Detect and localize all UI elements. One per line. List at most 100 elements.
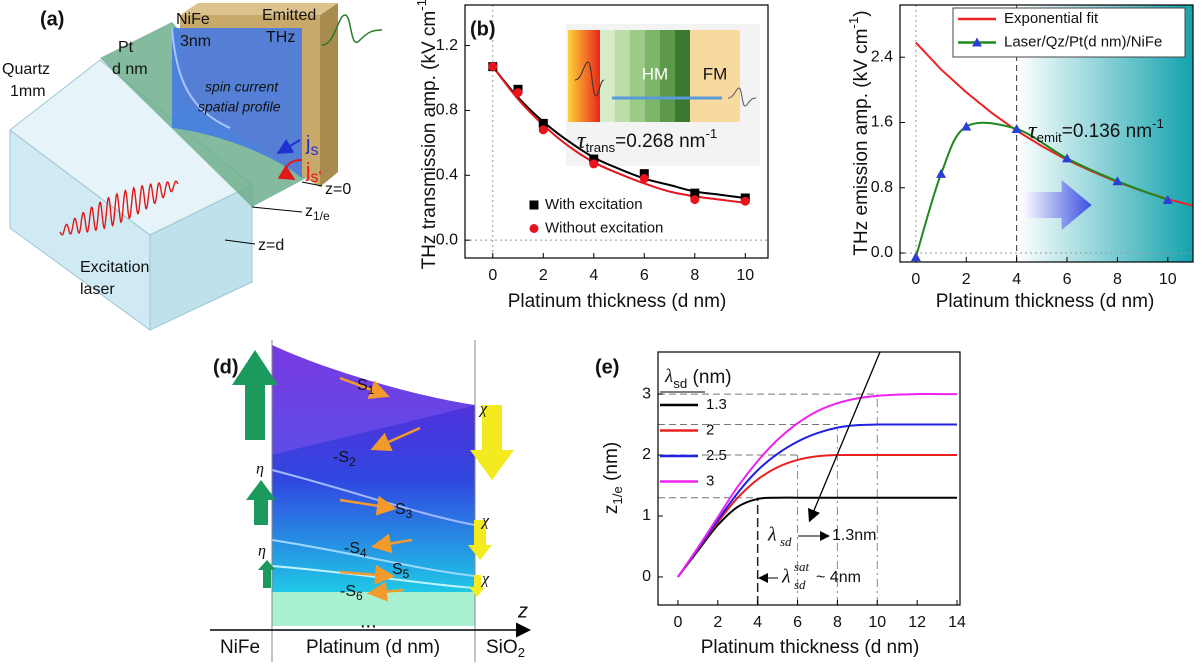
marker (961, 122, 971, 131)
annotation-sup: sat (794, 559, 810, 574)
marker (690, 195, 699, 204)
green-arrow (232, 350, 278, 440)
legend-title-part: (nm) (687, 367, 731, 388)
legend-label: Exponential fit (1004, 10, 1099, 27)
z-main: z (305, 203, 313, 220)
y-tick-label: 3 (642, 385, 651, 402)
flow-main: -S (333, 449, 349, 466)
panel-label: (a) (40, 8, 64, 30)
emitted-label: Emitted (262, 7, 316, 24)
annotation-text: 1.3nm (832, 527, 876, 544)
annotation-symbol: λ (781, 566, 791, 588)
profile-label: spatial profile (198, 99, 281, 115)
x-axis-label: Platinum thickness (d nm) (936, 291, 1155, 312)
region-label: Platinum (d nm) (306, 637, 440, 658)
series-line (678, 498, 957, 577)
marker (741, 197, 750, 206)
x-tick-label: 8 (1113, 271, 1122, 288)
zd-label: z=d (258, 237, 284, 254)
inset-label: FM (703, 64, 728, 83)
flow-main: -S (340, 583, 356, 600)
panel-label: (d) (213, 356, 239, 378)
hm-layer (675, 30, 690, 122)
x-tick-label: 6 (640, 267, 649, 284)
marker (514, 88, 523, 97)
pt-thickness: d nm (112, 61, 148, 78)
y-tick-label: 2 (642, 446, 651, 463)
flow-sub: 2 (349, 455, 356, 469)
legend-label: Laser/Qz/Pt(d nm)/NiFe (1004, 33, 1162, 50)
chi-label: χ (480, 571, 490, 588)
x-axis-label: Platinum thickness (d nm) (701, 637, 920, 658)
x-tick-label: 6 (1063, 271, 1072, 288)
sio2-main: SiO (486, 637, 518, 658)
x-tick-label: 0 (911, 271, 920, 288)
y-axis-label-part: ) (851, 10, 872, 16)
chi-label: χ (480, 513, 490, 530)
region-label: NiFe (220, 637, 260, 658)
x-tick-label: 8 (690, 267, 699, 284)
js-sub: s (310, 142, 318, 159)
x-tick-label: 14 (948, 614, 966, 631)
pointer-arrow (810, 352, 880, 520)
legend-title-part: sd (673, 376, 687, 391)
y-axis-label: THz transmission amp. (kV cm-1) (414, 0, 441, 269)
marker (640, 174, 649, 183)
nife-thickness: 3nm (180, 33, 211, 50)
x-tick-label: 8 (833, 614, 842, 631)
flow-sub: 1 (368, 383, 375, 397)
z0-label: z=0 (325, 181, 351, 198)
z1e-tick (252, 207, 302, 212)
annotation-part: trans (586, 140, 616, 155)
legend-label: 2 (706, 421, 714, 438)
x-tick-label: 4 (753, 614, 762, 631)
panel-d: (d) S1 -S2 S3 -S4 S5 -S6 η η χ χ χ z ...… (210, 340, 528, 662)
x-tick-label: 0 (673, 614, 682, 631)
legend-marker (530, 201, 539, 210)
z1e-label: z1/e (305, 203, 330, 223)
legend-label: 3 (706, 472, 714, 489)
y-tick-label: 1 (642, 507, 651, 524)
y-tick-label: 0 (642, 568, 651, 585)
y-axis-label-part: -1 (414, 0, 429, 11)
inset-label: HM (642, 64, 668, 83)
x-tick-label: 10 (736, 267, 754, 284)
eta-label: η (256, 461, 264, 478)
eta-label: η (258, 543, 266, 560)
legend-label: Without excitation (545, 219, 663, 236)
annotation-sub: sd (780, 534, 792, 549)
annotation-part: =0.136 nm (1062, 121, 1152, 142)
flow-sub: 4 (360, 546, 367, 560)
flow-main: -S (344, 540, 360, 557)
y-tick-label: 0.8 (871, 179, 893, 196)
x-tick-label: 6 (793, 614, 802, 631)
legend-title: λsd (nm) (664, 366, 732, 390)
annotation-part: -1 (705, 126, 717, 141)
x-axis-label: Platinum thickness (d nm) (508, 291, 727, 312)
x-tick-label: 10 (1159, 271, 1177, 288)
y-axis-label-part: (nm) (601, 442, 622, 486)
flow-label: S1 (357, 377, 375, 397)
figure: (a) Quartz 1mm Pt d nm NiFe 3nm Emitted … (0, 0, 1204, 668)
flow-main: S (392, 561, 403, 578)
laser-label: Excitation (80, 259, 149, 276)
flow-sub: 6 (356, 589, 363, 603)
y-axis-label-part: z (601, 505, 622, 515)
quartz-thickness: 1mm (10, 83, 46, 100)
panel-label: (b) (470, 18, 496, 40)
marker (911, 252, 921, 261)
x-tick-label: 12 (908, 614, 926, 631)
marker (936, 169, 946, 178)
x-tick-label: 2 (962, 271, 971, 288)
annotation-text: ~ 4nm (816, 569, 861, 586)
flow-sub: 3 (406, 507, 413, 521)
x-tick-label: 10 (868, 614, 886, 631)
annotation-symbol: λ (767, 524, 777, 546)
axis-label: z (517, 600, 528, 622)
chi-label: χ (478, 401, 488, 418)
legend-marker (530, 224, 539, 233)
x-tick-label: 2 (713, 614, 722, 631)
annotation-part: =0.268 nm (615, 131, 705, 152)
flow-main: S (357, 377, 368, 394)
